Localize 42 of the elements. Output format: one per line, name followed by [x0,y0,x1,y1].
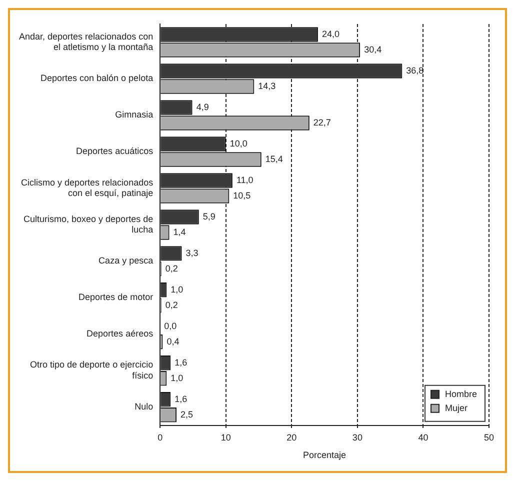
data-label: 1,0 [170,284,184,294]
y-tick-label: Otro tipo de deporte o ejercicio físico [30,360,154,381]
y-tick-label: Ciclismo y deportes relacionados con el esquí, patinaje [21,177,154,198]
data-label: 10,5 [233,190,251,200]
data-label: 11,0 [236,174,254,185]
data-label: 0,4 [166,336,180,346]
data-label: 14,3 [258,80,276,91]
x-tick-label: 0 [158,432,163,442]
data-label: 2,5 [180,409,194,420]
data-label: 24,0 [322,28,340,39]
x-tick-label: 40 [418,432,428,442]
data-label: 36,8 [406,65,424,76]
data-label: 3,3 [186,248,198,258]
data-label: 0,2 [165,300,178,310]
x-tick-label: 10 [220,432,231,442]
data-label: 10,0 [230,138,248,148]
x-axis-title: Porcentaje [303,450,346,460]
y-tick-label: Deportes de motor [78,292,154,302]
data-label: 4,9 [196,102,209,112]
data-label: 15,4 [265,154,283,164]
data-label: 0,2 [165,263,178,274]
x-tick-label: 20 [286,432,297,442]
y-tick-label: Culturismo, boxeo y deportes de lucha [24,214,154,235]
y-tick-label: Deportes con balón o pelota [40,73,154,84]
legend-label: Mujer [445,402,468,413]
data-label: 5,9 [202,211,216,222]
data-label: 1,6 [174,394,188,404]
y-tick-label: Nulo [134,402,154,412]
legend-label: Hombre [445,388,478,399]
data-label: 0,0 [164,320,177,331]
data-label: 1,0 [170,372,184,383]
x-tick-label: 50 [484,432,494,442]
data-label: 30,4 [364,44,382,54]
y-tick-label: Andar, deportes relacionados con el atletismo y la montaña [18,31,154,52]
y-tick-label: Deportes acuáticos [76,146,154,156]
data-label: 1,4 [173,226,186,237]
y-tick-label: Caza y pesca [98,256,154,266]
y-tick-label: Gimnasia [115,110,154,120]
x-tick-label: 30 [352,432,362,442]
y-tick-label: Deportes aéreos [86,328,154,339]
data-label: 22,7 [313,117,331,128]
data-label: 1,6 [174,357,188,368]
